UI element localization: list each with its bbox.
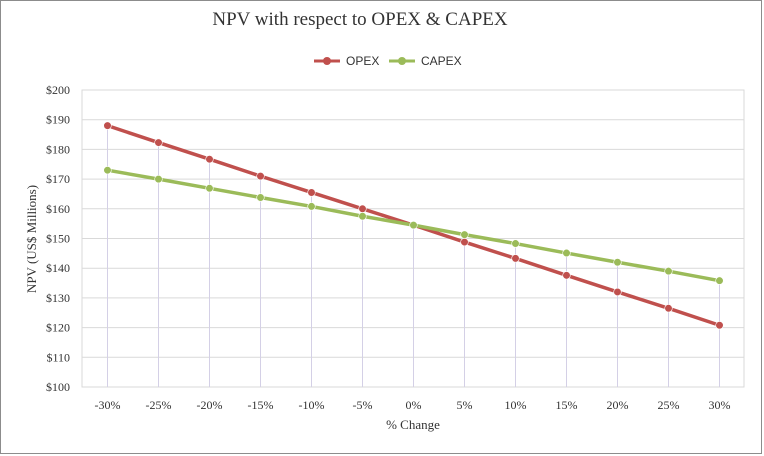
x-tick-label: -10%: [299, 398, 325, 412]
series-group: [103, 121, 724, 330]
x-tick-label: -15%: [248, 398, 274, 412]
legend-marker-capex: [398, 57, 406, 65]
y-axis-label: NPV (US$ Millions): [24, 185, 39, 293]
x-tick-label: 30%: [709, 398, 731, 412]
y-axis-ticks: $100 $110 $120 $130 $140 $150 $160 $170 $180 $190…: [46, 83, 70, 394]
data-point-capex: [103, 166, 112, 175]
data-point-capex: [307, 202, 316, 211]
data-point-capex: [460, 230, 469, 239]
data-point-capex: [511, 239, 520, 248]
x-tick-label: -20%: [197, 398, 223, 412]
data-point-capex: [562, 248, 571, 258]
data-point-opex: [460, 237, 469, 247]
x-axis-ticks: -30% -25% -20% -15% -10% -5% 0% 5% 10% 15% 20% 25% 3…: [95, 398, 731, 412]
data-point-capex: [358, 212, 367, 221]
x-tick-label: 25%: [658, 398, 680, 412]
y-tick-label: $170: [46, 172, 70, 186]
y-tick-label: $120: [46, 321, 70, 335]
legend-label-opex: OPEX: [346, 54, 379, 68]
data-point-opex: [613, 287, 622, 297]
x-tick-label: 5%: [457, 398, 473, 412]
x-tick-label: 20%: [607, 398, 629, 412]
y-tick-label: $200: [46, 83, 70, 97]
data-point-opex: [256, 172, 265, 181]
y-tick-label: $160: [46, 202, 70, 216]
x-tick-label: -30%: [95, 398, 121, 412]
y-tick-label: $110: [46, 350, 70, 364]
data-point-capex: [205, 184, 214, 193]
data-point-capex: [715, 276, 724, 285]
data-point-opex: [307, 188, 316, 197]
data-point-opex: [154, 138, 163, 147]
data-point-opex: [715, 321, 724, 330]
y-tick-label: $180: [46, 142, 70, 156]
y-tick-label: $100: [46, 380, 70, 394]
data-point-opex: [562, 271, 571, 280]
drop-lines: [107, 125, 720, 387]
data-point-opex: [664, 304, 673, 313]
data-point-opex: [511, 254, 520, 263]
y-tick-label: $130: [46, 291, 70, 305]
y-tick-label: $140: [46, 261, 70, 275]
x-tick-label: 0%: [406, 398, 422, 412]
legend: OPEX CAPEX: [314, 54, 462, 68]
data-point-capex: [613, 258, 622, 267]
x-axis-label: % Change: [386, 417, 440, 432]
data-point-capex: [409, 221, 418, 230]
data-point-opex: [205, 155, 214, 164]
data-point-opex: [103, 121, 112, 130]
data-point-capex: [256, 193, 265, 202]
legend-marker-opex: [323, 57, 331, 65]
data-point-opex: [358, 204, 367, 213]
y-tick-label: $150: [46, 232, 70, 246]
chart-title: NPV with respect to OPEX & CAPEX: [212, 9, 507, 30]
legend-label-capex: CAPEX: [421, 54, 462, 68]
y-tick-label: $190: [46, 113, 70, 127]
x-tick-label: 10%: [505, 398, 527, 412]
x-tick-label: 15%: [556, 398, 578, 412]
x-tick-label: -5%: [353, 398, 373, 412]
x-tick-label: -25%: [146, 398, 172, 412]
data-point-capex: [154, 175, 163, 184]
data-point-capex: [664, 267, 673, 276]
